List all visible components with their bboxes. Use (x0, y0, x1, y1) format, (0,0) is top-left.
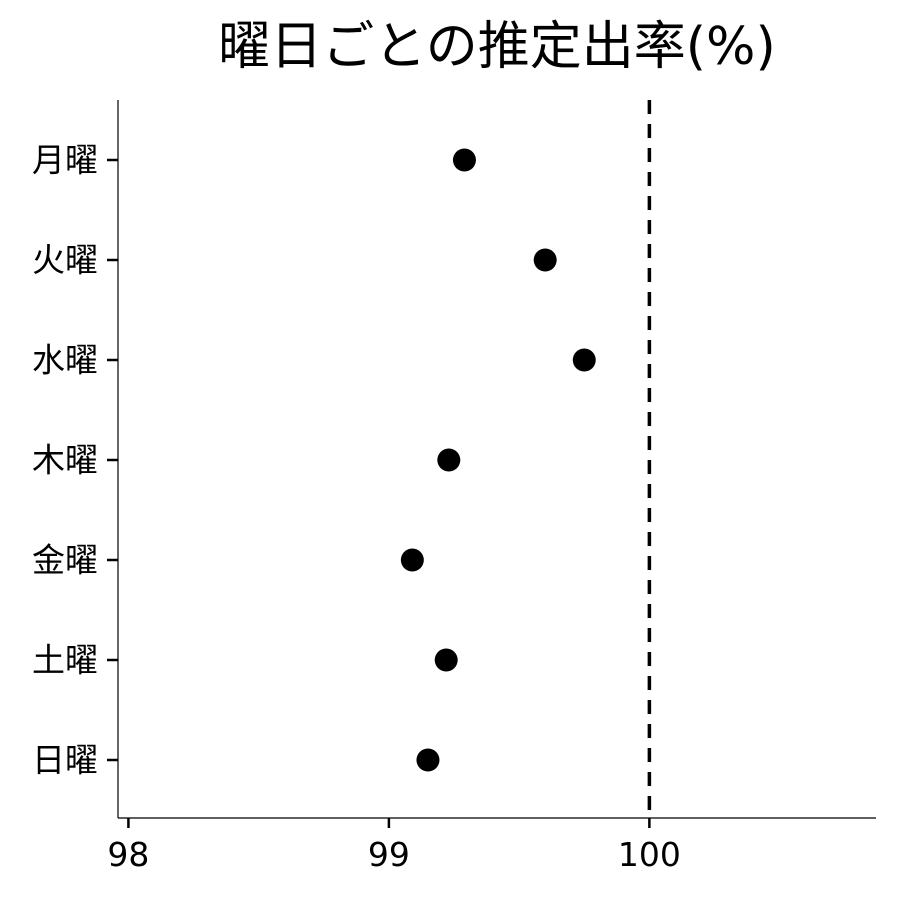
data-point (434, 648, 458, 672)
data-point (416, 748, 440, 772)
y-tick-label: 土曜 (32, 641, 98, 680)
data-points (400, 148, 596, 772)
x-tick-label: 100 (618, 835, 681, 874)
chart-title: 曜日ごとの推定出率(%) (218, 17, 775, 77)
data-point (400, 548, 424, 572)
y-tick-label: 金曜 (32, 541, 98, 580)
data-point (572, 348, 596, 372)
y-tick-label: 木曜 (32, 441, 98, 480)
y-tick-label: 月曜 (32, 141, 98, 180)
y-tick-label: 火曜 (32, 241, 98, 280)
data-point (437, 448, 461, 472)
y-tick-label: 水曜 (32, 341, 98, 380)
x-tick-label: 98 (107, 835, 149, 874)
data-point (533, 248, 557, 272)
x-tick-label: 99 (368, 835, 410, 874)
y-tick-label: 日曜 (32, 741, 98, 780)
data-point (452, 148, 476, 172)
x-axis-ticks: 98 99 100 (107, 818, 681, 874)
